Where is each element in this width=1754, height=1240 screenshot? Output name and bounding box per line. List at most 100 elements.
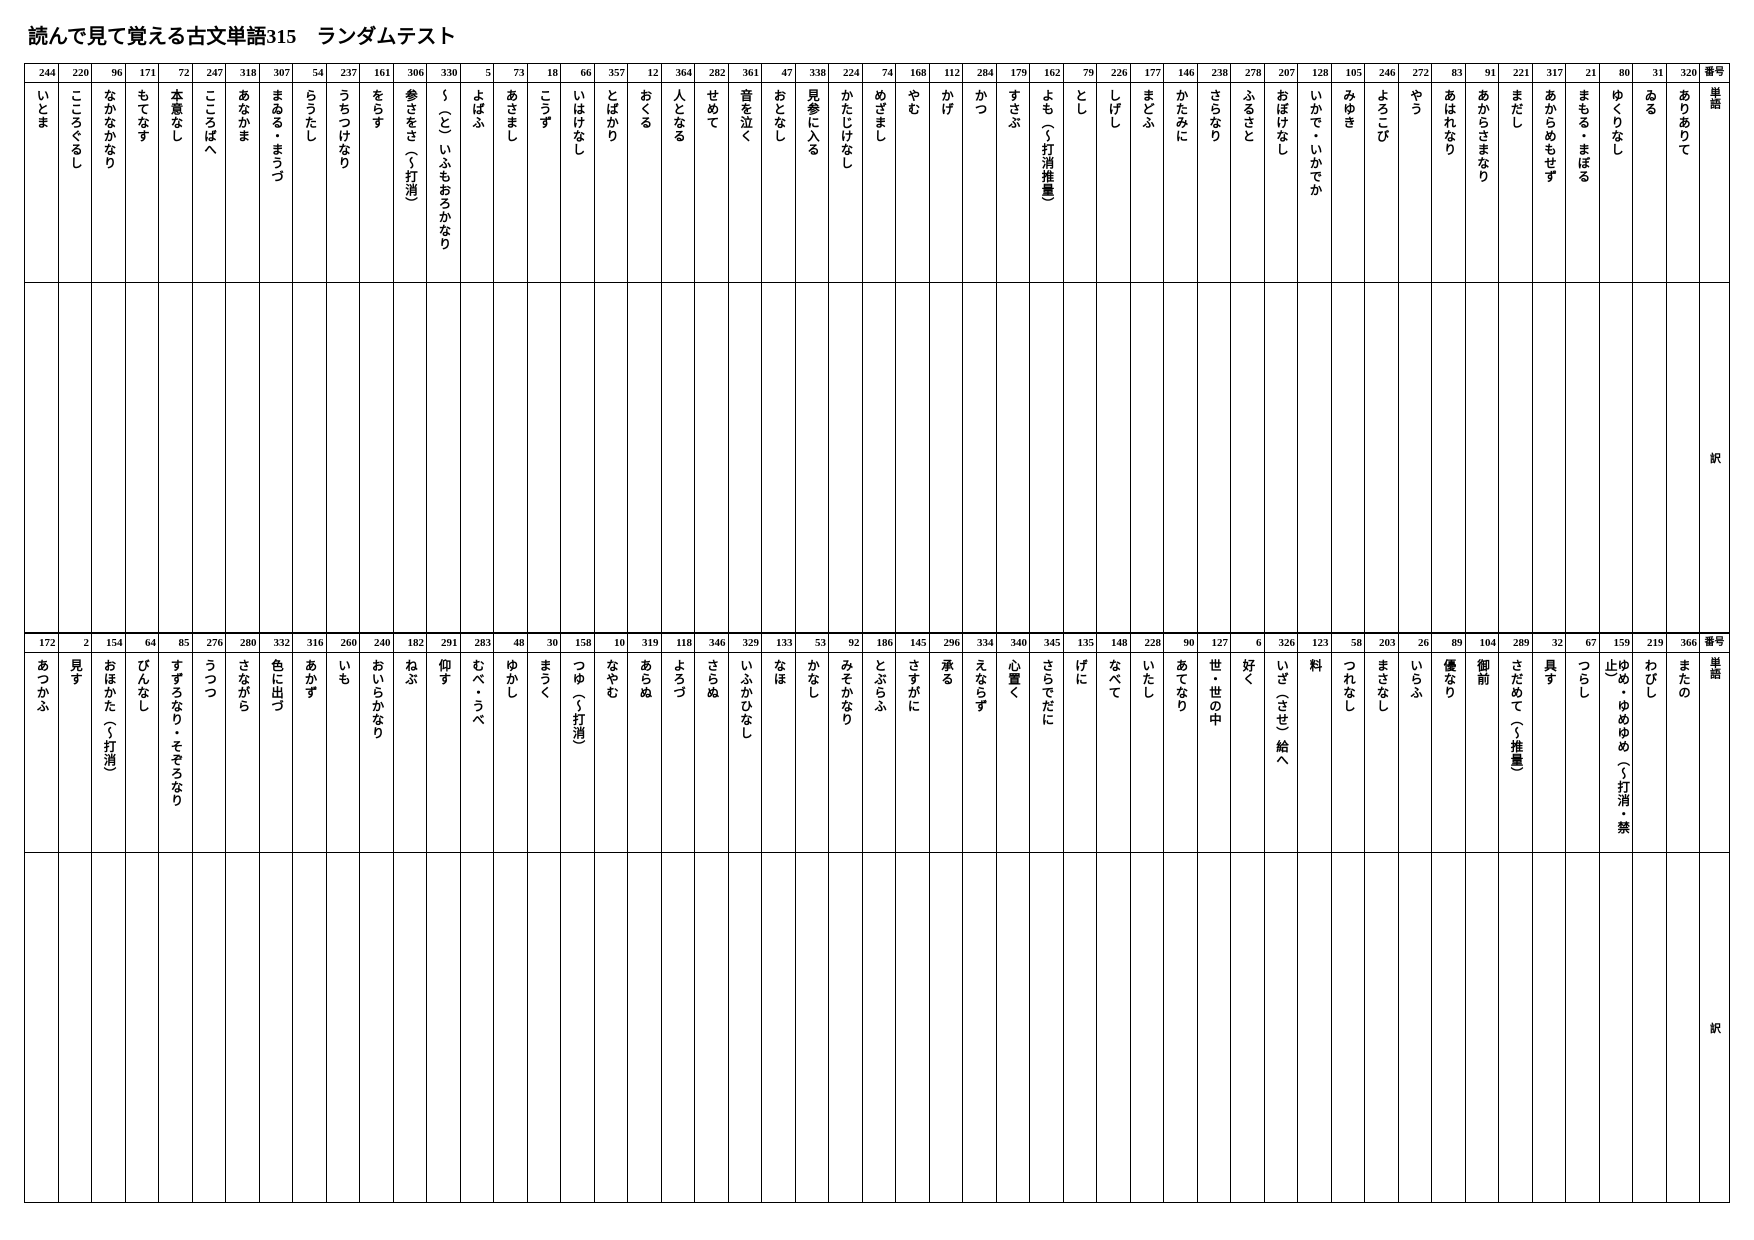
number-cell: 226 (1097, 64, 1131, 83)
answer-cell (92, 853, 126, 1203)
word-cell: なべて (1097, 653, 1131, 853)
number-cell: 361 (728, 64, 762, 83)
number-cell: 319 (628, 634, 662, 653)
answer-cell (1365, 853, 1399, 1203)
word-cell: とし (1063, 83, 1097, 283)
number-cell: 168 (896, 64, 930, 83)
answer-cell (527, 853, 561, 1203)
answer-cell (1465, 283, 1499, 633)
word-cell: しげし (1097, 83, 1131, 283)
number-cell: 127 (1197, 634, 1231, 653)
word-cell: いかで・いかでか (1298, 83, 1332, 283)
answer-cell (1197, 853, 1231, 1203)
number-cell: 317 (1532, 64, 1566, 83)
word-cell: かげ (929, 83, 963, 283)
number-cell: 32 (1532, 634, 1566, 653)
answer-cell (1097, 283, 1131, 633)
answer-cell (1499, 853, 1533, 1203)
answer-cell (1197, 283, 1231, 633)
answer-cell (427, 853, 461, 1203)
number-cell: 219 (1633, 634, 1667, 653)
number-cell: 334 (963, 634, 997, 653)
answer-cell (1063, 283, 1097, 633)
number-cell: 5 (460, 64, 494, 83)
number-cell: 104 (1465, 634, 1499, 653)
page-title: 読んで見て覚える古文単語315 ランダムテスト (24, 20, 1730, 49)
answer-cell (1030, 853, 1064, 1203)
word-cell: ありありて (1666, 83, 1700, 283)
number-cell: 316 (293, 634, 327, 653)
answer-cell (1666, 853, 1700, 1203)
word-cell: あらぬ (628, 653, 662, 853)
answer-cell (259, 283, 293, 633)
word-cell: すずろなり・そぞろなり (159, 653, 193, 853)
word-cell: つらし (1566, 653, 1600, 853)
word-cell: とばかり (594, 83, 628, 283)
word-cell: あさまし (494, 83, 528, 283)
word-cell: よも（〜打消推量） (1030, 83, 1064, 283)
word-cell: さらなり (1197, 83, 1231, 283)
answer-cell (326, 283, 360, 633)
number-cell: 146 (1164, 64, 1198, 83)
answer-cell (896, 853, 930, 1203)
word-cell: みそかなり (829, 653, 863, 853)
number-cell: 91 (1465, 64, 1499, 83)
number-cell: 112 (929, 64, 963, 83)
answer-cell (929, 853, 963, 1203)
number-cell: 21 (1566, 64, 1600, 83)
number-cell: 283 (460, 634, 494, 653)
number-cell: 74 (862, 64, 896, 83)
number-cell: 177 (1130, 64, 1164, 83)
answer-cell (1264, 853, 1298, 1203)
word-cell: かつ (963, 83, 997, 283)
word-cell: あつかふ (25, 653, 59, 853)
number-cell: 207 (1264, 64, 1298, 83)
number-cell: 289 (1499, 634, 1533, 653)
number-cell: 26 (1398, 634, 1432, 653)
number-cell: 64 (125, 634, 159, 653)
number-cell: 12 (628, 64, 662, 83)
answer-cell (1599, 283, 1633, 633)
word-cell: あからさまなり (1465, 83, 1499, 283)
word-cell: よろこび (1365, 83, 1399, 283)
word-cell: よろづ (661, 653, 695, 853)
number-cell: 66 (561, 64, 595, 83)
number-cell: 2 (58, 634, 92, 653)
word-cell: えならず (963, 653, 997, 853)
word-cell: こころばへ (192, 83, 226, 283)
number-cell: 58 (1331, 634, 1365, 653)
number-cell: 135 (1063, 634, 1097, 653)
word-cell: あてなり (1164, 653, 1198, 853)
number-cell: 244 (25, 64, 59, 83)
word-cell: まうく (527, 653, 561, 853)
number-cell: 118 (661, 634, 695, 653)
answer-cell (159, 853, 193, 1203)
word-cell: いらふ (1398, 653, 1432, 853)
word-cell: おくる (628, 83, 662, 283)
word-cell: 見す (58, 653, 92, 853)
word-cell: おいらかなり (360, 653, 394, 853)
word-cell: あからめもせず (1532, 83, 1566, 283)
answer-cell (594, 853, 628, 1203)
worksheet-tables: 番号32031802131722191832722461051282072782… (24, 63, 1730, 1203)
answer-cell (795, 283, 829, 633)
word-cell: やう (1398, 83, 1432, 283)
word-cell: こうず (527, 83, 561, 283)
answer-cell (1063, 853, 1097, 1203)
number-cell: 307 (259, 64, 293, 83)
answer-cell (594, 283, 628, 633)
word-cell: いたし (1130, 653, 1164, 853)
answer-cell (427, 283, 461, 633)
answer-cell (259, 853, 293, 1203)
answer-cell (226, 283, 260, 633)
word-cell: さすがに (896, 653, 930, 853)
number-cell: 238 (1197, 64, 1231, 83)
answer-cell (829, 283, 863, 633)
answer-cell (996, 283, 1030, 633)
word-cell: 〜（と）いふもおろかなり (427, 83, 461, 283)
word-cell: げに (1063, 653, 1097, 853)
word-cell: まゐる・まうづ (259, 83, 293, 283)
answer-cell (1566, 853, 1600, 1203)
answer-cell (628, 283, 662, 633)
answer-cell (762, 853, 796, 1203)
